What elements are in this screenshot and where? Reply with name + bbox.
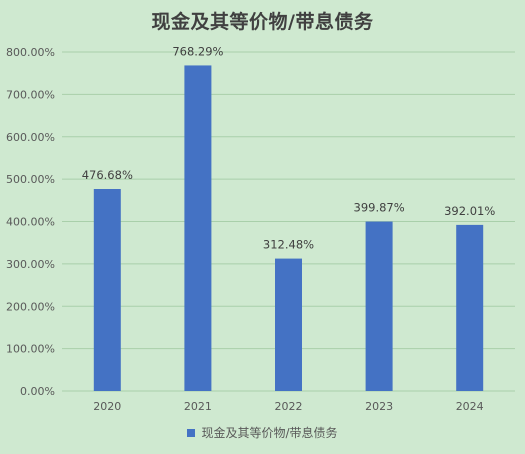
- y-tick-label: 400.00%: [6, 216, 55, 229]
- data-label-2021: 768.29%: [172, 44, 223, 58]
- data-label-2023: 399.87%: [354, 201, 405, 215]
- bar-2021: [184, 65, 212, 392]
- bar-2022: [275, 258, 302, 391]
- bars: [93, 65, 484, 392]
- x-tick-label-2022: 2022: [275, 400, 303, 413]
- x-tick-label-2024: 2024: [456, 400, 484, 413]
- data-label-2022: 312.48%: [263, 238, 314, 252]
- data-label-2020: 476.68%: [82, 168, 133, 182]
- bar-2023: [365, 221, 393, 391]
- y-tick-label: 0.00%: [20, 385, 55, 398]
- data-labels: 476.68% 768.29% 312.48% 399.87% 392.01%: [82, 44, 496, 251]
- bar-2024: [456, 224, 484, 391]
- legend-label: 现金及其等价物/带息债务: [201, 426, 338, 440]
- x-axis-ticks: 2020 2021 2022 2023 2024: [93, 400, 483, 413]
- x-tick-label-2023: 2023: [365, 400, 393, 413]
- x-tick-label-2021: 2021: [184, 400, 212, 413]
- chart-title: 现金及其等价物/带息债务: [151, 11, 374, 33]
- y-axis-ticks: 0.00% 100.00% 200.00% 300.00% 400.00% 500.00%…: [6, 46, 55, 398]
- bar-2020: [93, 189, 121, 391]
- x-tick-label-2020: 2020: [93, 400, 121, 413]
- y-tick-label: 300.00%: [6, 258, 55, 271]
- data-label-2024: 392.01%: [444, 204, 495, 218]
- legend-swatch: [187, 429, 196, 437]
- y-tick-label: 700.00%: [6, 88, 55, 101]
- y-tick-label: 600.00%: [6, 131, 55, 144]
- y-tick-label: 500.00%: [6, 173, 55, 186]
- y-tick-label: 100.00%: [6, 343, 55, 356]
- y-tick-label: 800.00%: [6, 46, 55, 59]
- legend: 现金及其等价物/带息债务: [0, 424, 525, 441]
- y-tick-label: 200.00%: [6, 300, 55, 313]
